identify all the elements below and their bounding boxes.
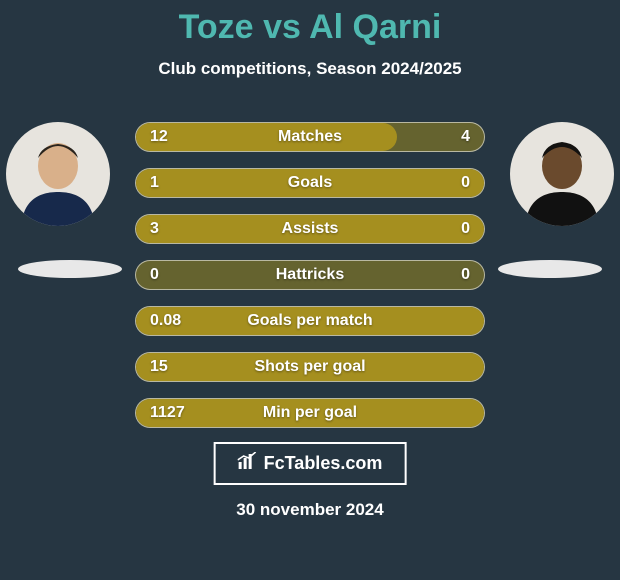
comparison-card: Toze vs Al Qarni Club competitions, Seas… (0, 0, 620, 580)
player-a-name: Toze (179, 8, 254, 46)
player-a-silhouette-icon (15, 138, 101, 226)
stat-label: Min per goal (136, 404, 484, 422)
stat-right-value: 0 (461, 174, 470, 192)
stat-row: 0Hattricks0 (135, 260, 485, 290)
stat-row: 1127Min per goal (135, 398, 485, 428)
date-line: 30 november 2024 (0, 500, 620, 520)
avatar-player-a (6, 122, 110, 226)
brand-badge: FcTables.com (214, 442, 407, 485)
page-title: Toze vs Al Qarni (0, 0, 620, 47)
avatar-shadow-b (498, 260, 602, 278)
stat-right-value: 0 (461, 220, 470, 238)
stat-row: 1Goals0 (135, 168, 485, 198)
player-b-silhouette-icon (519, 138, 605, 226)
avatar-shadow-a (18, 260, 122, 278)
stat-right-value: 0 (461, 266, 470, 284)
brand-chart-icon (238, 452, 258, 475)
stat-label: Hattricks (136, 266, 484, 284)
player-b-name: Al Qarni (309, 8, 441, 46)
stat-label: Goals per match (136, 312, 484, 330)
stat-label: Goals (136, 174, 484, 192)
stat-row: 12Matches4 (135, 122, 485, 152)
stat-row: 0.08Goals per match (135, 306, 485, 336)
stat-label: Assists (136, 220, 484, 238)
stat-row: 15Shots per goal (135, 352, 485, 382)
brand-text: FcTables.com (264, 453, 383, 474)
avatar-player-b (510, 122, 614, 226)
vs-word: vs (263, 8, 301, 46)
stat-label: Matches (136, 128, 484, 146)
stat-label: Shots per goal (136, 358, 484, 376)
stat-right-value: 4 (461, 128, 470, 146)
stat-bars: 12Matches41Goals03Assists00Hattricks00.0… (135, 122, 485, 444)
subtitle: Club competitions, Season 2024/2025 (0, 59, 620, 79)
stat-row: 3Assists0 (135, 214, 485, 244)
